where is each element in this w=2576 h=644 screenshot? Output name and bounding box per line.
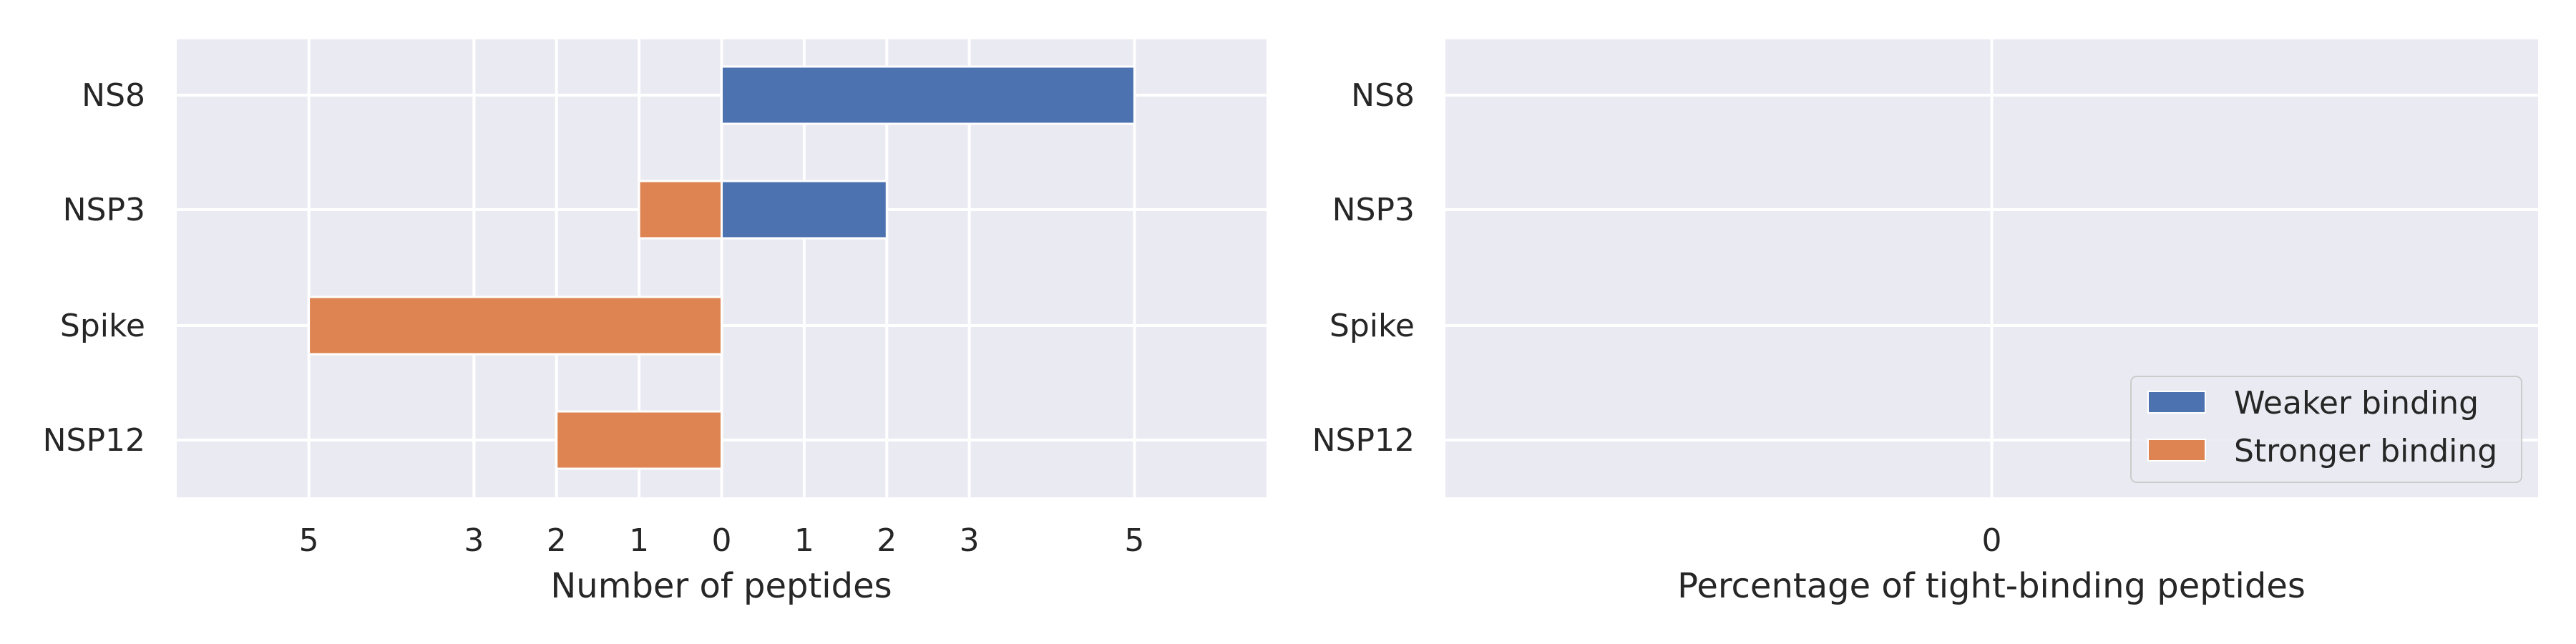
legend: Weaker binding Stronger binding [2130, 376, 2522, 483]
x-tick-label: 1 [794, 522, 814, 559]
bars-left [308, 65, 1136, 470]
chart-peptide-counts: NS8 NSP3 Spike NSP12 5 3 2 1 0 1 2 3 5 Number of pe… [43, 39, 1267, 606]
bar-weaker-binding-ns8 [721, 65, 1136, 125]
legend-swatch-weaker [2147, 391, 2206, 414]
y-tick-label-ns8: NS8 [1351, 77, 1415, 114]
legend-label-stronger: Stronger binding [2234, 433, 2497, 469]
x-tick-label: 3 [960, 522, 980, 559]
x-tick-label: 2 [877, 522, 897, 559]
legend-label-weaker: Weaker binding [2234, 385, 2479, 421]
y-tick-label-nsp3: NSP3 [63, 192, 145, 228]
x-axis-label-left: Number of peptides [550, 566, 892, 606]
x-tick-labels-left: 5 3 2 1 0 1 2 3 5 [299, 522, 1145, 559]
legend-frame [2130, 376, 2522, 483]
x-tick-label: 5 [299, 522, 319, 559]
bar-weaker-binding-nsp3 [721, 180, 888, 240]
y-tick-label-nsp12: NSP12 [43, 422, 145, 459]
x-tick-label: 0 [712, 522, 732, 559]
x-tick-label: 3 [464, 522, 484, 559]
bar-stronger-binding-spike [308, 296, 723, 356]
y-tick-label-nsp12: NSP12 [1312, 422, 1415, 459]
y-tick-label-ns8: NS8 [82, 77, 145, 114]
chart-tight-binding-percentage: NS8 NSP3 Spike NSP12 0 Percentage of tight-… [1312, 39, 2538, 606]
x-tick-label: 0 [1982, 522, 2002, 559]
y-tick-label-spike: Spike [1330, 308, 1415, 344]
x-tick-label: 2 [547, 522, 567, 559]
y-tick-label-nsp3: NSP3 [1332, 192, 1415, 228]
bar-stronger-binding-nsp3 [638, 180, 723, 240]
x-axis-label-right: Percentage of tight-binding peptides [1677, 566, 2306, 606]
x-tick-label: 1 [629, 522, 649, 559]
legend-swatch-stronger [2147, 439, 2206, 462]
bar-stronger-binding-nsp12 [555, 410, 723, 470]
x-tick-label: 5 [1124, 522, 1144, 559]
y-tick-labels-right: NS8 NSP3 Spike NSP12 [1312, 77, 1415, 459]
y-tick-labels-left: NS8 NSP3 Spike NSP12 [43, 77, 145, 459]
y-tick-label-spike: Spike [60, 308, 145, 344]
x-tick-labels-right: 0 [1982, 522, 2002, 559]
